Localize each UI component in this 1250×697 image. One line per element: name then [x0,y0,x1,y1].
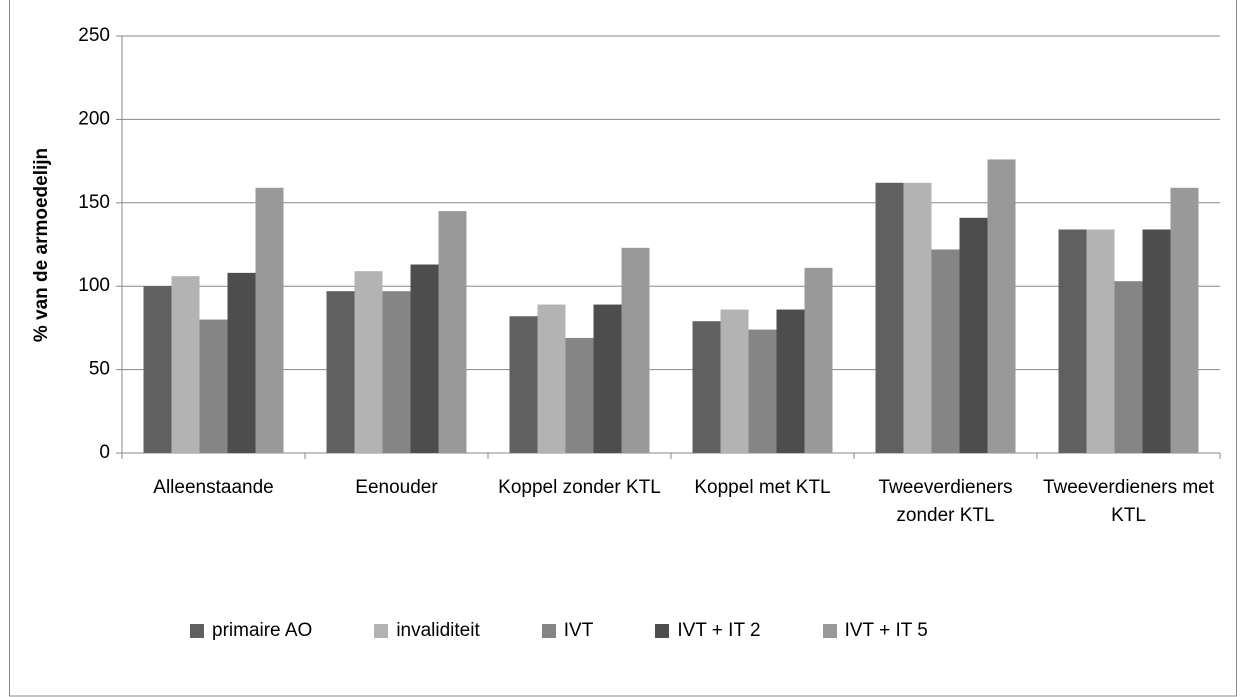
bar [959,217,988,453]
legend-label: IVT + IT 2 [677,620,761,641]
legend-label: IVT + IT 5 [844,620,928,641]
bar [776,309,805,453]
x-tick-label: Alleenstaande [153,477,274,498]
legend: primaire AO invaliditeit IVT IVT + IT 2 IVT … [190,620,990,642]
legend-swatch [655,624,670,638]
bar [875,182,904,453]
x-tick-label: Koppel met KTL [694,477,831,498]
legend-item: IVT + IT 2 [655,620,761,642]
x-tick-label: Koppel zonder KTL [498,477,661,498]
legend-swatch [374,624,389,638]
bar [593,304,622,453]
legend-label: invaliditeit [396,620,480,641]
bar [537,304,566,453]
x-tick-label: Tweeverdieners zonder KTL [878,477,1013,526]
bar [748,329,777,453]
bar [692,321,721,453]
bar [354,271,383,453]
bar [326,291,355,453]
bar [143,286,172,453]
legend-swatch [822,624,837,638]
legend-item: invaliditeit [374,620,480,642]
y-axis-label: % van de armoedelijn [31,148,52,342]
y-tick-label: 100 [78,275,110,296]
bar [199,319,228,453]
bar [382,291,411,453]
bar [171,276,200,453]
bar [509,316,538,453]
bar [720,309,749,453]
legend-item: IVT [541,620,594,642]
bar [903,182,932,453]
y-tick-label: 0 [99,442,110,463]
bar [410,264,439,453]
legend-item: primaire AO [190,620,312,642]
legend-swatch [541,624,556,638]
bar [227,272,256,453]
bar [438,211,467,453]
bar [1170,187,1199,453]
bar [565,337,594,453]
y-tick-label: 250 [78,25,110,46]
bar [1114,281,1143,453]
bar [255,187,284,453]
y-tick-label: 150 [78,192,110,213]
bar [931,249,960,453]
bar [621,247,650,453]
legend-swatch [190,624,204,638]
bar [987,159,1016,453]
legend-label: primaire AO [212,620,313,641]
bar [1142,229,1171,453]
legend-label: IVT [563,620,594,641]
x-tick-label: Tweeverdieners met KTL [1042,477,1215,526]
x-tick-label: Eenouder [355,477,438,498]
bar [1058,229,1087,453]
y-tick-label: 50 [89,359,110,380]
bar [804,267,833,453]
y-tick-label: 200 [78,108,110,129]
bar [1086,229,1115,453]
legend-item: IVT + IT 5 [822,620,928,642]
chart-border [9,0,1237,697]
